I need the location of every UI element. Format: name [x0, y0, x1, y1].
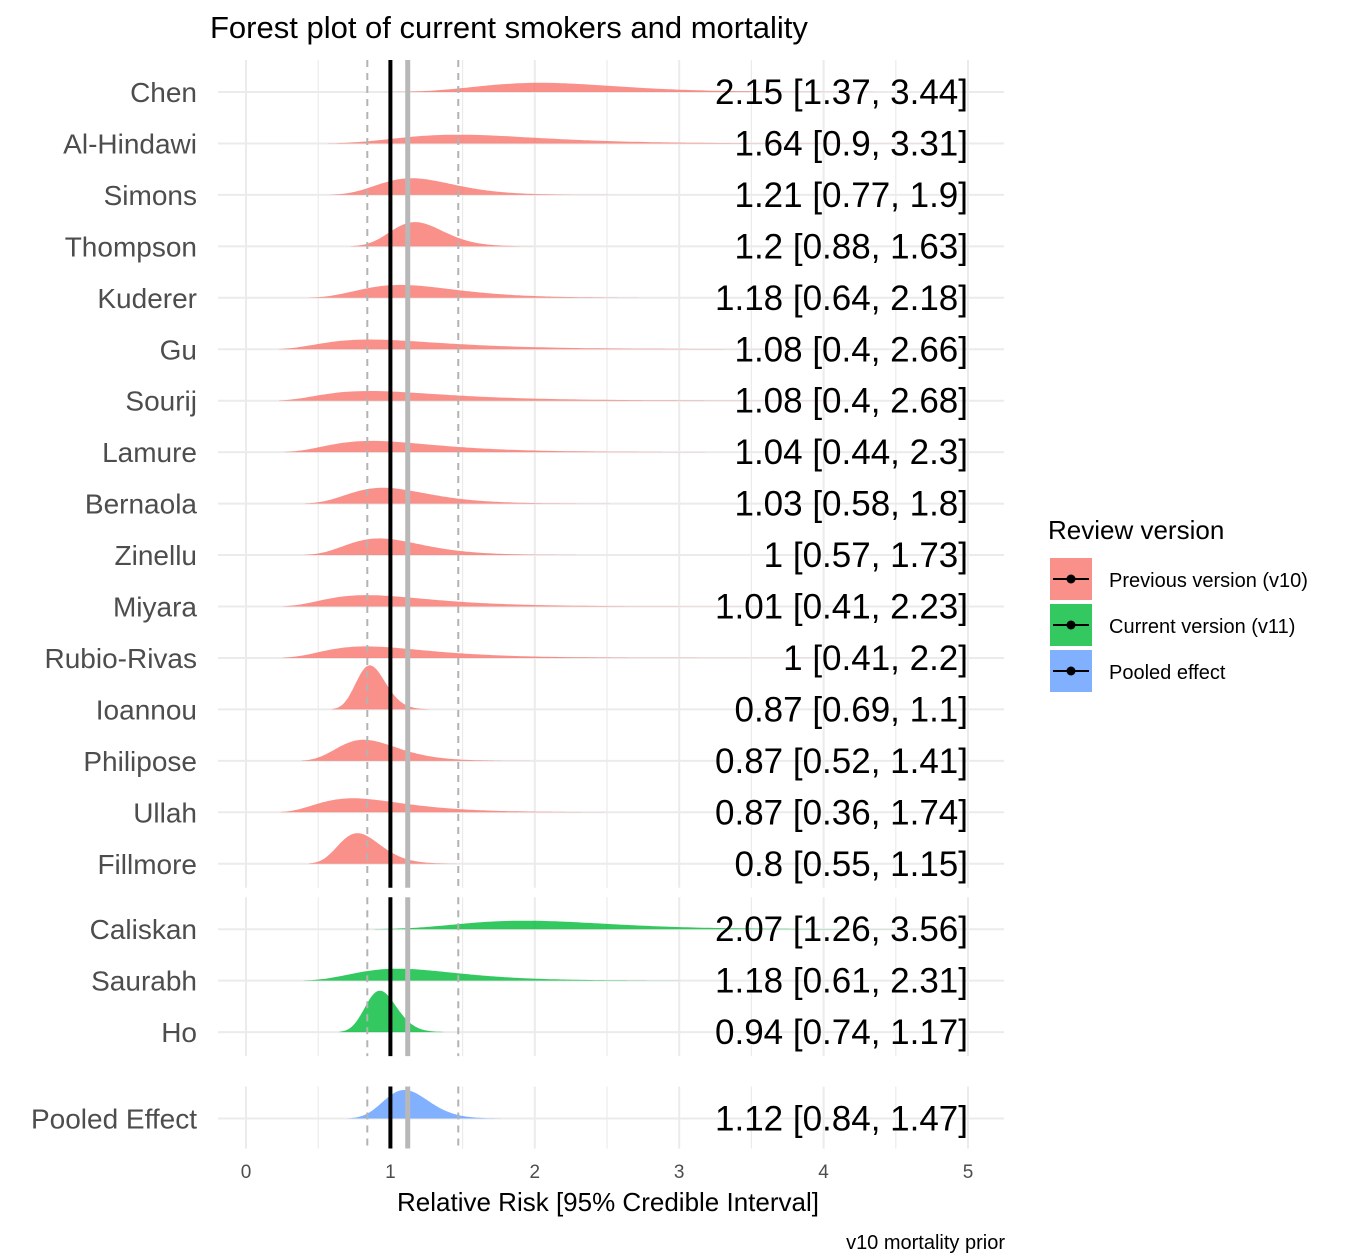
study-label: Caliskan: [90, 914, 197, 945]
study-label: Philipose: [83, 746, 197, 777]
estimate-label: 1 [0.41, 2.2]: [783, 639, 968, 678]
x-tick-label: 5: [963, 1162, 974, 1183]
x-tick-label: 2: [530, 1162, 541, 1183]
legend-item: Previous version (v10): [1050, 558, 1308, 600]
study-label: Al-Hindawi: [63, 128, 197, 159]
estimate-label: 2.15 [1.37, 3.44]: [715, 73, 968, 112]
density-ridge: [282, 646, 816, 658]
estimate-label: 1.18 [0.64, 2.18]: [715, 279, 968, 318]
estimate-label: 1 [0.57, 1.73]: [764, 536, 968, 575]
x-tick-label: 4: [818, 1162, 829, 1183]
study-label: Chen: [130, 77, 197, 108]
estimate-label: 1.64 [0.9, 3.31]: [734, 124, 968, 163]
estimate-label: 1.04 [0.44, 2.3]: [734, 433, 968, 472]
density-ridge: [331, 665, 430, 710]
estimate-label: 1.12 [0.84, 1.47]: [715, 1100, 968, 1139]
estimate-label: 0.87 [0.36, 1.74]: [715, 793, 968, 832]
density-ridge: [301, 739, 530, 761]
legend-label: Previous version (v10): [1109, 570, 1308, 592]
estimate-label: 0.87 [0.69, 1.1]: [734, 690, 968, 729]
legend-item: Pooled effect: [1050, 650, 1226, 692]
chart-title: Forest plot of current smokers and morta…: [210, 10, 808, 45]
study-label: Thompson: [65, 231, 197, 262]
density-ridge: [304, 538, 604, 556]
estimate-label: 0.8 [0.55, 1.15]: [734, 845, 968, 884]
legend: Review version Previous version (v10) Cur…: [1048, 515, 1308, 692]
legend-key-point: [1066, 666, 1076, 676]
density-ridge: [374, 920, 944, 930]
study-label: Lamure: [102, 437, 197, 468]
legend-key-point: [1066, 574, 1076, 584]
x-axis: 0 1 2 3 4 5: [241, 1162, 974, 1183]
legend-key-point: [1066, 620, 1076, 630]
density-ridge: [280, 798, 701, 813]
chart-caption: v10 mortality prior: [846, 1232, 1005, 1254]
x-tick-label: 0: [241, 1162, 252, 1183]
legend-label: Pooled effect: [1109, 662, 1226, 684]
study-label: Ullah: [133, 797, 197, 828]
study-label: Saurabh: [91, 966, 197, 997]
density-ridge: [329, 178, 612, 195]
reference-lines: [366, 897, 460, 1057]
density-ridge: [279, 339, 979, 350]
legend-item: Current version (v11): [1050, 604, 1295, 646]
legend-items: Previous version (v10) Current version (v…: [1050, 558, 1308, 692]
study-label: Rubio-Rivas: [45, 643, 198, 674]
legend-title: Review version: [1048, 515, 1224, 545]
estimate-label: 2.07 [1.26, 3.56]: [715, 910, 968, 949]
density-ridge: [350, 222, 533, 247]
study-label: Ioannou: [96, 694, 197, 725]
reference-lines: [366, 1086, 460, 1149]
x-tick-label: 3: [674, 1162, 685, 1183]
estimate-label: 1.18 [0.61, 2.31]: [715, 962, 968, 1001]
study-label: Kuderer: [97, 283, 197, 314]
density-ridge: [303, 968, 752, 981]
density-ridge: [392, 82, 905, 92]
estimate-label: 1.01 [0.41, 2.23]: [715, 588, 968, 627]
reference-lines: [366, 60, 460, 888]
estimate-label: 1.03 [0.58, 1.8]: [734, 485, 968, 524]
estimate-label: 1.21 [0.77, 1.9]: [734, 176, 968, 215]
density-ridge: [348, 1090, 502, 1119]
plot-panels: Chen 2.15 [1.37, 3.44] Al-Hindawi 1.64 [0.9…: [31, 60, 1004, 1149]
study-label: Miyara: [113, 592, 197, 623]
legend-label: Current version (v11): [1109, 616, 1295, 638]
estimate-label: 0.87 [0.52, 1.41]: [715, 742, 968, 781]
density-ridge: [327, 134, 932, 144]
study-label: Sourij: [125, 386, 197, 417]
density-ridge: [282, 595, 828, 607]
estimate-label: 0.94 [0.74, 1.17]: [715, 1013, 968, 1052]
density-ridge: [279, 391, 983, 401]
study-label: Zinellu: [115, 540, 197, 571]
estimate-label: 1.2 [0.88, 1.63]: [734, 227, 968, 266]
x-axis-label: Relative Risk [95% Credible Interval]: [397, 1187, 819, 1217]
study-label: Simons: [104, 180, 197, 211]
density-ridge: [308, 284, 710, 298]
density-ridge: [305, 487, 621, 504]
study-label: Bernaola: [85, 489, 198, 520]
study-label: Fillmore: [97, 849, 197, 880]
study-label: Ho: [161, 1017, 197, 1048]
estimate-label: 1.08 [0.4, 2.66]: [734, 330, 968, 369]
density-ridge: [309, 833, 457, 864]
study-label: Gu: [160, 334, 197, 365]
x-tick-label: 1: [385, 1162, 396, 1183]
estimate-label: 1.08 [0.4, 2.68]: [734, 382, 968, 421]
study-label: Pooled Effect: [31, 1104, 197, 1135]
density-ridge: [284, 440, 826, 453]
